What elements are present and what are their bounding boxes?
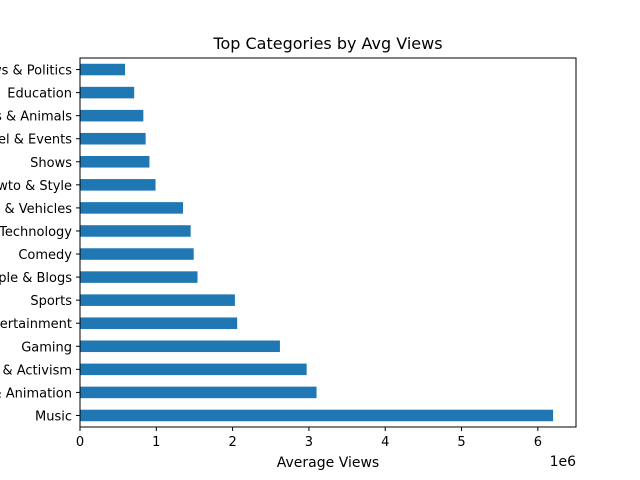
y-tick-label: Music: [35, 409, 72, 424]
x-tick-label: 6: [534, 435, 542, 450]
bar-howto-style: [80, 179, 156, 191]
y-tick-label: Sports: [30, 294, 72, 309]
y-tick-label: Gaming: [21, 340, 72, 355]
y-tick-label: Howto & Style: [0, 179, 72, 194]
bar-news-politics: [80, 63, 126, 76]
x-tick-label: 0: [76, 435, 84, 450]
y-tick-label: Education: [7, 87, 72, 102]
bar-entertainment: [80, 317, 238, 329]
bar-science-technology: [80, 225, 191, 237]
bar-music: [80, 409, 554, 422]
bar-education: [80, 86, 135, 99]
y-tick-label: Nonprofits & Activism: [0, 363, 72, 378]
bar-travel-events: [80, 132, 146, 145]
y-tick-label: People & Blogs: [0, 271, 72, 286]
x-axis-offset-label: 1e6: [550, 454, 577, 470]
bar-nonprofits-activism: [80, 363, 307, 376]
y-tick-label: Entertainment: [0, 317, 72, 332]
y-tick-label: News & Politics: [0, 64, 72, 79]
y-tick-label: Film & Animation: [0, 386, 72, 401]
bar-gaming: [80, 340, 280, 353]
y-tick-label: Comedy: [18, 248, 72, 263]
bar-comedy: [80, 248, 194, 260]
y-tick-label: Science & Technology: [0, 225, 72, 240]
bar-autos-vehicles: [80, 202, 184, 214]
y-tick-label: Pets & Animals: [0, 110, 72, 125]
y-tick-label: Shows: [30, 156, 72, 171]
x-tick-label: 2: [228, 435, 236, 450]
x-tick-label: 3: [305, 435, 313, 450]
x-tick-label: 5: [457, 435, 465, 450]
bar-pets-animals: [80, 109, 144, 122]
y-axis-ticks: Music Film & Animation Nonprofits & Activi…: [0, 64, 80, 424]
bars-group: [80, 63, 554, 422]
bar-film-animation: [80, 386, 317, 399]
y-tick-label: Autos & Vehicles: [0, 202, 72, 217]
x-axis-label: Average Views: [277, 455, 379, 471]
bar-shows: [80, 156, 150, 168]
x-tick-label: 4: [381, 435, 389, 450]
y-tick-label: Travel & Events: [0, 133, 72, 148]
chart-title: Top Categories by Avg Views: [212, 34, 442, 53]
x-axis-ticks: 0 1 2 3 4 5 6: [76, 427, 542, 450]
plot-frame: [79, 57, 577, 428]
bar-people-blogs: [80, 271, 198, 283]
x-tick-label: 1: [152, 435, 160, 450]
bar-sports: [80, 294, 235, 306]
